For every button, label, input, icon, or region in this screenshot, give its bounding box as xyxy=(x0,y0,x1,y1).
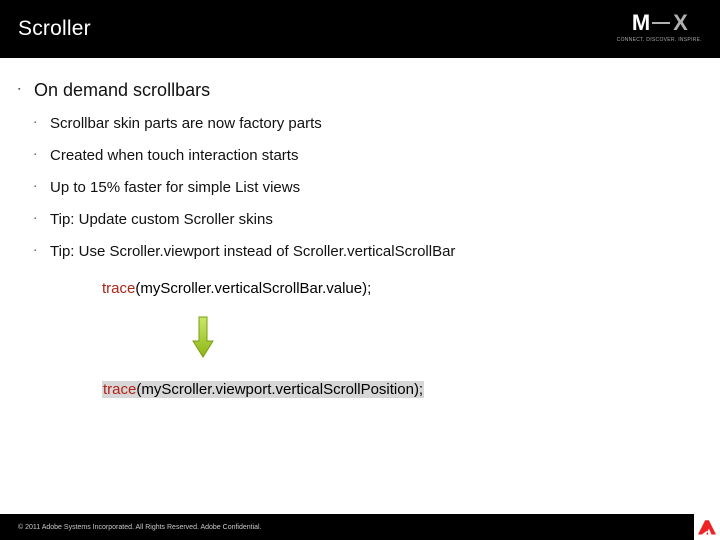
bullet-sub-text: Created when touch interaction starts xyxy=(50,147,298,164)
slide: Scroller M X CONNECT. DISCOVER. INSPIRE.… xyxy=(0,0,720,540)
list-item: Up to 15% faster for simple List views xyxy=(34,179,710,196)
max-logo-x: X xyxy=(673,10,687,36)
max-logo-m: M xyxy=(632,10,649,36)
code-rest-1: (myScroller.verticalScrollBar.value); xyxy=(135,280,371,297)
down-arrow-icon xyxy=(192,316,710,363)
page-title: Scroller xyxy=(18,17,91,41)
list-item: Tip: Use Scroller.viewport instead of Sc… xyxy=(34,243,710,260)
trace-keyword: trace xyxy=(103,381,136,398)
max-logo: M X CONNECT. DISCOVER. INSPIRE. xyxy=(617,10,702,43)
header-bar: Scroller M X CONNECT. DISCOVER. INSPIRE. xyxy=(0,0,720,58)
trace-keyword: trace xyxy=(102,280,135,297)
bullet-sub-text: Up to 15% faster for simple List views xyxy=(50,179,300,196)
adobe-logo-icon xyxy=(694,514,720,540)
bullet-main-text: On demand scrollbars xyxy=(34,80,210,100)
list-item: On demand scrollbars Scrollbar skin part… xyxy=(18,80,710,260)
copyright-text: © 2011 Adobe Systems Incorporated. All R… xyxy=(18,524,262,531)
max-logo-line xyxy=(652,22,670,25)
code-line-1: trace(myScroller.verticalScrollBar.value… xyxy=(102,280,371,297)
code-example-after: trace(myScroller.viewport.verticalScroll… xyxy=(102,381,710,399)
bullet-sub-text: Tip: Update custom Scroller skins xyxy=(50,211,273,228)
max-logo-subtitle: CONNECT. DISCOVER. INSPIRE. xyxy=(617,37,702,43)
adobe-a-path xyxy=(698,520,716,534)
code-line-2: trace(myScroller.viewport.verticalScroll… xyxy=(102,381,424,398)
bullet-list-level2: Scrollbar skin parts are now factory par… xyxy=(34,115,710,260)
footer-bar: © 2011 Adobe Systems Incorporated. All R… xyxy=(0,514,720,540)
arrow-path xyxy=(193,317,213,357)
list-item: Scrollbar skin parts are now factory par… xyxy=(34,115,710,132)
code-example-before: trace(myScroller.verticalScrollBar.value… xyxy=(102,280,710,298)
bullet-sub-text: Tip: Use Scroller.viewport instead of Sc… xyxy=(50,243,455,260)
max-logo-main: M X xyxy=(632,10,687,36)
bullet-list-level1: On demand scrollbars Scrollbar skin part… xyxy=(18,80,710,260)
list-item: Created when touch interaction starts xyxy=(34,147,710,164)
code-rest-2: (myScroller.viewport.verticalScrollPosit… xyxy=(136,381,423,398)
list-item: Tip: Update custom Scroller skins xyxy=(34,211,710,228)
content-area: On demand scrollbars Scrollbar skin part… xyxy=(0,58,720,399)
bullet-sub-text: Scrollbar skin parts are now factory par… xyxy=(50,115,322,132)
